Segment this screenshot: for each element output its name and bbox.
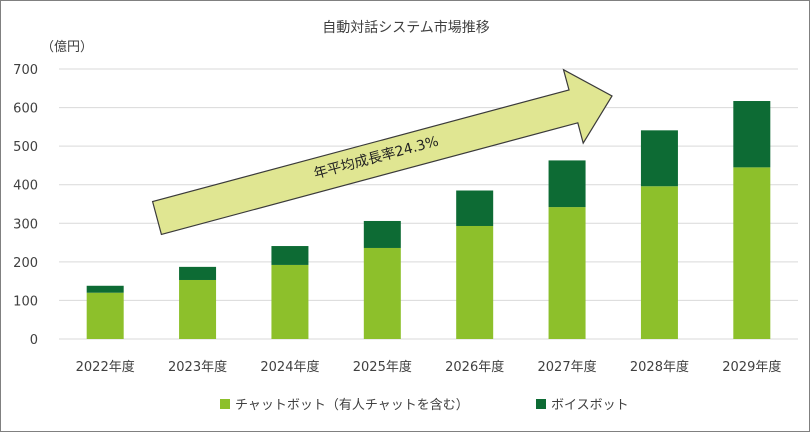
legend: チャットボット（有人チャットを含む） ボイスボット <box>220 397 629 413</box>
legend-swatch-chatbot <box>220 399 230 409</box>
x-axis-ticks: 2022年度 2023年度 2024年度 2025年度 2026年度 2027年度 2028… <box>76 359 782 375</box>
x-tick-label: 2023年度 <box>168 359 227 375</box>
bar-voicebot-5 <box>548 160 586 208</box>
x-tick-label: 2029年度 <box>722 359 781 375</box>
growth-arrow-shape <box>151 68 613 236</box>
legend-label-voicebot: ボイスボット <box>551 398 629 413</box>
bar-voicebot-6 <box>640 130 678 187</box>
bar-chatbot-7 <box>733 167 771 339</box>
bar-chatbot-5 <box>548 207 586 339</box>
bar-voicebot-3 <box>363 220 401 248</box>
x-tick-label: 2022年度 <box>76 359 135 375</box>
legend-label-chatbot: チャットボット（有人チャットを含む） <box>235 397 469 413</box>
growth-arrow: 年平均成長率24.3% <box>151 68 613 236</box>
bar-voicebot-7 <box>733 101 771 168</box>
y-tick-label: 600 <box>13 102 38 117</box>
y-tick-label: 0 <box>30 333 38 348</box>
bar-voicebot-4 <box>456 190 494 226</box>
bar-chatbot-2 <box>271 264 309 339</box>
x-tick-label: 2028年度 <box>630 359 689 375</box>
chart-title: 自動対話システム市場推移 <box>322 19 490 36</box>
x-tick-label: 2026年度 <box>445 359 504 375</box>
legend-swatch-voicebot <box>536 399 546 409</box>
y-tick-label: 200 <box>13 256 38 271</box>
y-axis-unit-label: （億円） <box>41 39 93 55</box>
bars <box>86 101 771 339</box>
bar-voicebot-2 <box>271 246 309 265</box>
y-tick-label: 100 <box>13 294 38 309</box>
y-axis-ticks: 0 100 200 300 400 500 600 700 <box>13 63 38 348</box>
x-tick-label: 2025年度 <box>353 359 412 375</box>
y-tick-label: 300 <box>13 217 38 232</box>
bar-voicebot-0 <box>86 285 124 293</box>
bar-chatbot-6 <box>640 186 678 339</box>
y-tick-label: 400 <box>13 179 38 194</box>
bar-chatbot-1 <box>179 279 217 339</box>
x-tick-label: 2027年度 <box>538 359 597 375</box>
bar-chatbot-0 <box>86 292 124 339</box>
bar-voicebot-1 <box>179 266 217 280</box>
y-tick-label: 700 <box>13 63 38 78</box>
bar-chatbot-4 <box>456 225 494 339</box>
y-tick-label: 500 <box>13 140 38 155</box>
x-tick-label: 2024年度 <box>260 359 319 375</box>
bar-chatbot-3 <box>363 247 401 339</box>
